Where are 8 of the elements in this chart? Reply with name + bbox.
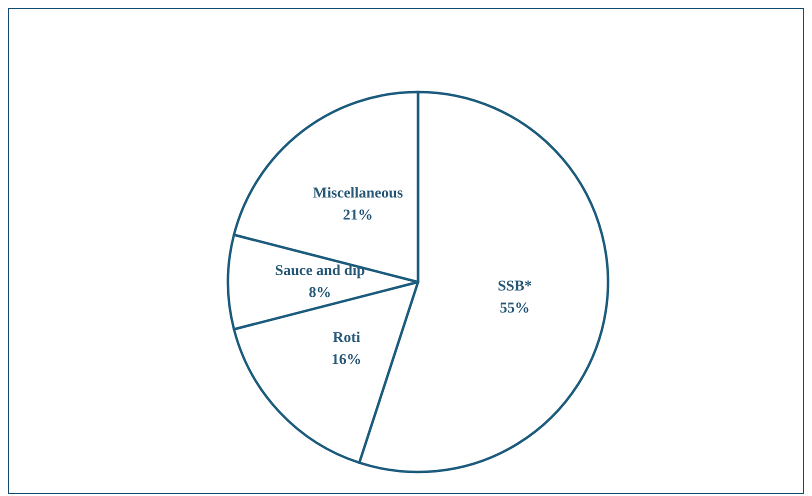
- data-label: 16%: [332, 352, 362, 368]
- data-label: 21%: [342, 208, 373, 224]
- data-label: 8%: [308, 285, 332, 301]
- slice-label: SSB*: [498, 278, 532, 294]
- slice-label: Sauce and dip: [274, 263, 366, 279]
- slice-label: Roti: [332, 330, 360, 346]
- data-label: 55%: [500, 300, 530, 316]
- slice-label: Miscellaneous: [312, 186, 404, 202]
